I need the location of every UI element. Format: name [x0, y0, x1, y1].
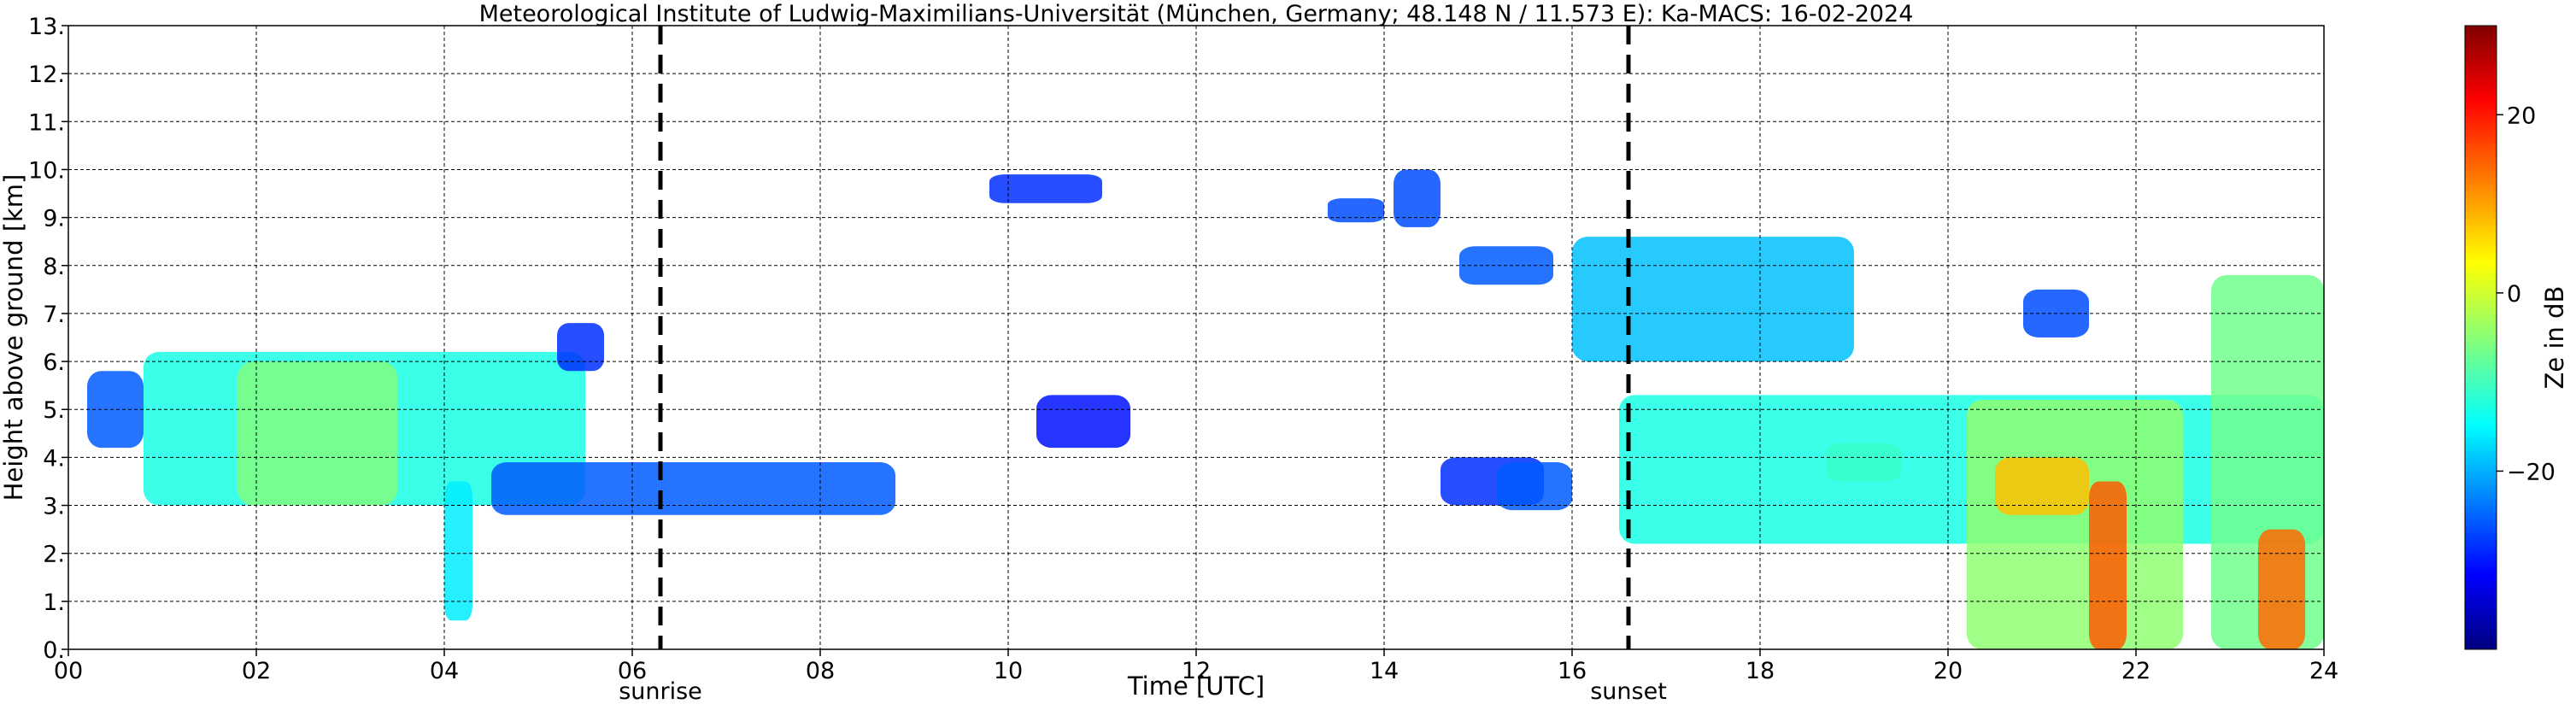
y-tick-label: 5. [43, 397, 65, 424]
echo-region [238, 361, 397, 506]
y-tick-label: 10. [28, 157, 65, 184]
echo-region [1328, 198, 1384, 223]
y-tick-label: 1. [43, 590, 65, 616]
event-label: sunrise [619, 678, 702, 704]
grid-lines [68, 26, 2324, 649]
y-axis-ticks: 0. 1. 2. 3. 4. 5. 6. 7. 8. 9. 10. 11. 12. 13. [28, 14, 68, 664]
echo-region [2258, 529, 2305, 649]
chart-title: Meteorological Institute of Ludwig-Maxim… [479, 1, 1914, 27]
x-tick-label: 22 [2121, 658, 2151, 684]
x-tick-label: 16 [1558, 658, 1587, 684]
colorbar-tick-label: 20 [2507, 103, 2536, 129]
y-tick-label: 11. [28, 109, 65, 136]
y-tick-label: 8. [43, 254, 65, 280]
event-annotations: sunrise sunset [619, 678, 1667, 704]
x-tick-label: 10 [994, 658, 1023, 684]
event-label: sunset [1590, 678, 1667, 704]
echo-region [1036, 395, 1130, 449]
colorbar-tick-label: 0 [2507, 281, 2521, 308]
y-tick-label: 12. [28, 62, 65, 88]
x-tick-label: 12 [1182, 658, 1211, 684]
x-axis-ticks: 00 02 04 06 08 10 12 14 16 18 20 22 24 [54, 649, 2338, 684]
x-tick-label: 20 [1933, 658, 1963, 684]
echo-region [989, 174, 1102, 203]
echo-region [491, 462, 895, 515]
radar-echoes [87, 169, 2324, 649]
y-tick-label: 6. [43, 349, 65, 376]
echo-region [1995, 457, 2089, 515]
echo-region [2089, 481, 2127, 649]
y-tick-label: 2. [43, 542, 65, 568]
x-tick-label: 02 [242, 658, 271, 684]
x-tick-label: 00 [54, 658, 83, 684]
x-tick-label: 04 [430, 658, 459, 684]
colorbar-gradient [2464, 25, 2497, 650]
y-tick-label: 13. [28, 14, 65, 40]
y-tick-label: 7. [43, 302, 65, 328]
echo-region [87, 371, 144, 449]
echo-region [444, 481, 472, 621]
echo-region [1572, 237, 1854, 362]
echo-region [1826, 443, 1901, 482]
colorbar-ticks: 20 0 −20 [2497, 103, 2555, 485]
y-axis-label: Height above ground [km] [0, 174, 28, 502]
x-tick-label: 24 [2309, 658, 2338, 684]
x-tick-label: 08 [806, 658, 835, 684]
y-tick-label: 3. [43, 494, 65, 520]
echo-region [1394, 169, 1441, 227]
plot-area [67, 25, 2325, 650]
colorbar: 20 0 −20 Ze in dB [2464, 25, 2569, 650]
echo-region [1967, 400, 2183, 649]
echo-region [1497, 462, 1572, 511]
colorbar-tick-label: −20 [2507, 459, 2555, 485]
x-tick-label: 06 [618, 658, 647, 684]
y-tick-label: 9. [43, 206, 65, 232]
x-tick-label: 14 [1370, 658, 1399, 684]
colorbar-label: Ze in dB [2540, 286, 2569, 390]
y-tick-label: 4. [43, 445, 65, 472]
y-tick-label: 0. [43, 637, 65, 664]
x-tick-label: 18 [1746, 658, 1775, 684]
event-lines [658, 26, 1631, 649]
x-axis-label: Time [UTC] [1127, 672, 1265, 701]
echo-region [557, 323, 604, 372]
